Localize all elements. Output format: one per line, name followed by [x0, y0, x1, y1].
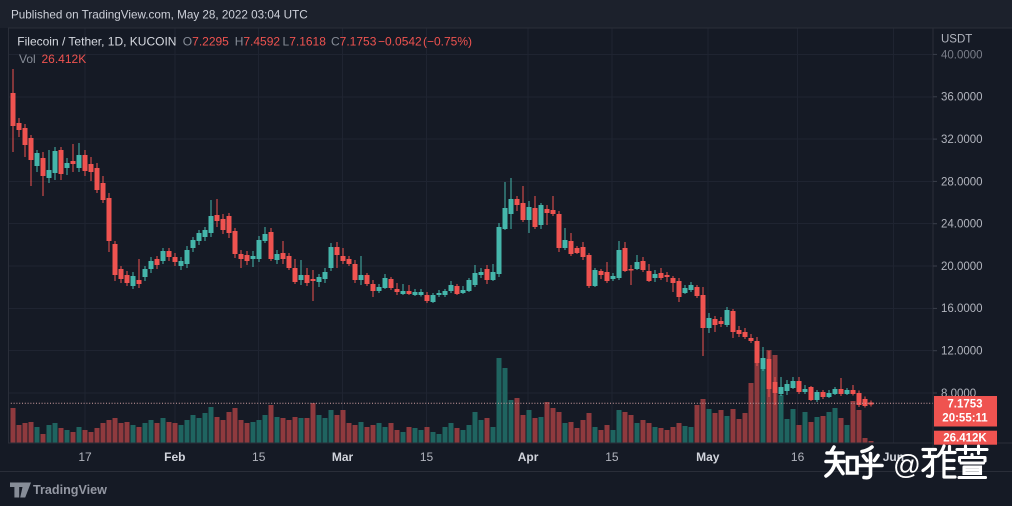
svg-text:15: 15 — [605, 450, 619, 464]
svg-text:26.412K: 26.412K — [42, 52, 87, 66]
svg-text:26.412K: 26.412K — [943, 433, 987, 445]
svg-text:36.0000: 36.0000 — [941, 92, 983, 104]
svg-text:USDT: USDT — [941, 34, 972, 46]
svg-text:Filecoin / Tether, 1D, KUCOIN: Filecoin / Tether, 1D, KUCOIN — [17, 35, 176, 49]
svg-text:Mar: Mar — [332, 450, 354, 464]
svg-text:Apr: Apr — [518, 450, 539, 464]
svg-text:Vol: Vol — [19, 52, 36, 66]
svg-text:O7.2295: O7.2295 — [183, 35, 229, 49]
svg-text:15: 15 — [420, 450, 434, 464]
svg-text:40.0000: 40.0000 — [941, 49, 983, 61]
svg-text:32.0000: 32.0000 — [941, 134, 983, 146]
svg-text:16.0000: 16.0000 — [941, 303, 983, 315]
svg-text:L7.1618: L7.1618 — [283, 35, 327, 49]
svg-text:12.0000: 12.0000 — [941, 346, 983, 358]
svg-text:17: 17 — [78, 450, 92, 464]
svg-text:Published on TradingView.com,: Published on TradingView.com, May 28, 20… — [11, 8, 308, 21]
svg-text:28.0000: 28.0000 — [941, 176, 983, 188]
svg-text:H7.4592: H7.4592 — [235, 35, 281, 49]
svg-text:15: 15 — [252, 450, 266, 464]
svg-text:May: May — [696, 450, 720, 464]
svg-text:Jun: Jun — [883, 450, 904, 464]
svg-text:7.1753: 7.1753 — [947, 399, 982, 411]
svg-text:20.0000: 20.0000 — [941, 261, 983, 273]
svg-text:−0.0542: −0.0542 — [378, 35, 422, 49]
svg-text:20:55:11: 20:55:11 — [942, 413, 988, 425]
svg-text:C7.1753: C7.1753 — [331, 35, 377, 49]
svg-text:Feb: Feb — [164, 450, 185, 464]
svg-text:@: @ — [893, 449, 921, 480]
svg-text:(−0.75%): (−0.75%) — [423, 35, 472, 49]
svg-text:TradingView: TradingView — [33, 483, 107, 497]
svg-text:16: 16 — [791, 450, 805, 464]
svg-text:24.0000: 24.0000 — [941, 219, 983, 231]
